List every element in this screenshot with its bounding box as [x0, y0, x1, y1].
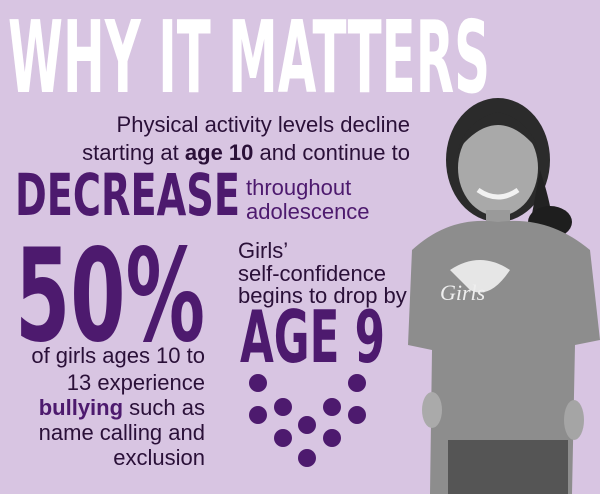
intro-line: Physical activity levels decline	[117, 112, 410, 137]
intro-small: throughout	[246, 175, 351, 200]
stat-line: exclusion	[113, 445, 205, 470]
stat-line: bullying such as	[39, 395, 205, 420]
svg-text:Girls: Girls	[440, 280, 485, 305]
stat-big: AGE 9	[240, 295, 385, 379]
stat-bold: bullying	[39, 395, 123, 420]
intro-small: adolescence	[246, 199, 370, 224]
title: WHY IT MATTERS	[8, 0, 490, 116]
photo: Girls	[408, 98, 600, 494]
stat-line: name calling and	[39, 420, 205, 445]
intro-headline: DECREASE	[15, 161, 240, 229]
intro-text: starting at	[82, 140, 179, 165]
intro-line: starting at age 10 and continue to	[82, 140, 410, 165]
stat-line: Girls’	[238, 238, 288, 263]
stat-text: such as	[129, 395, 205, 420]
intro-bold: age 10	[185, 140, 254, 165]
dot-heart	[249, 374, 366, 467]
stat-line: 13 experience	[67, 370, 205, 395]
stat-line: of girls ages 10 to	[31, 343, 205, 368]
intro-text: and continue to	[260, 140, 410, 165]
stat-line: begins to drop by	[238, 283, 407, 308]
stat-big: 50%	[15, 222, 205, 371]
stat-line: self-confidence	[238, 261, 386, 286]
